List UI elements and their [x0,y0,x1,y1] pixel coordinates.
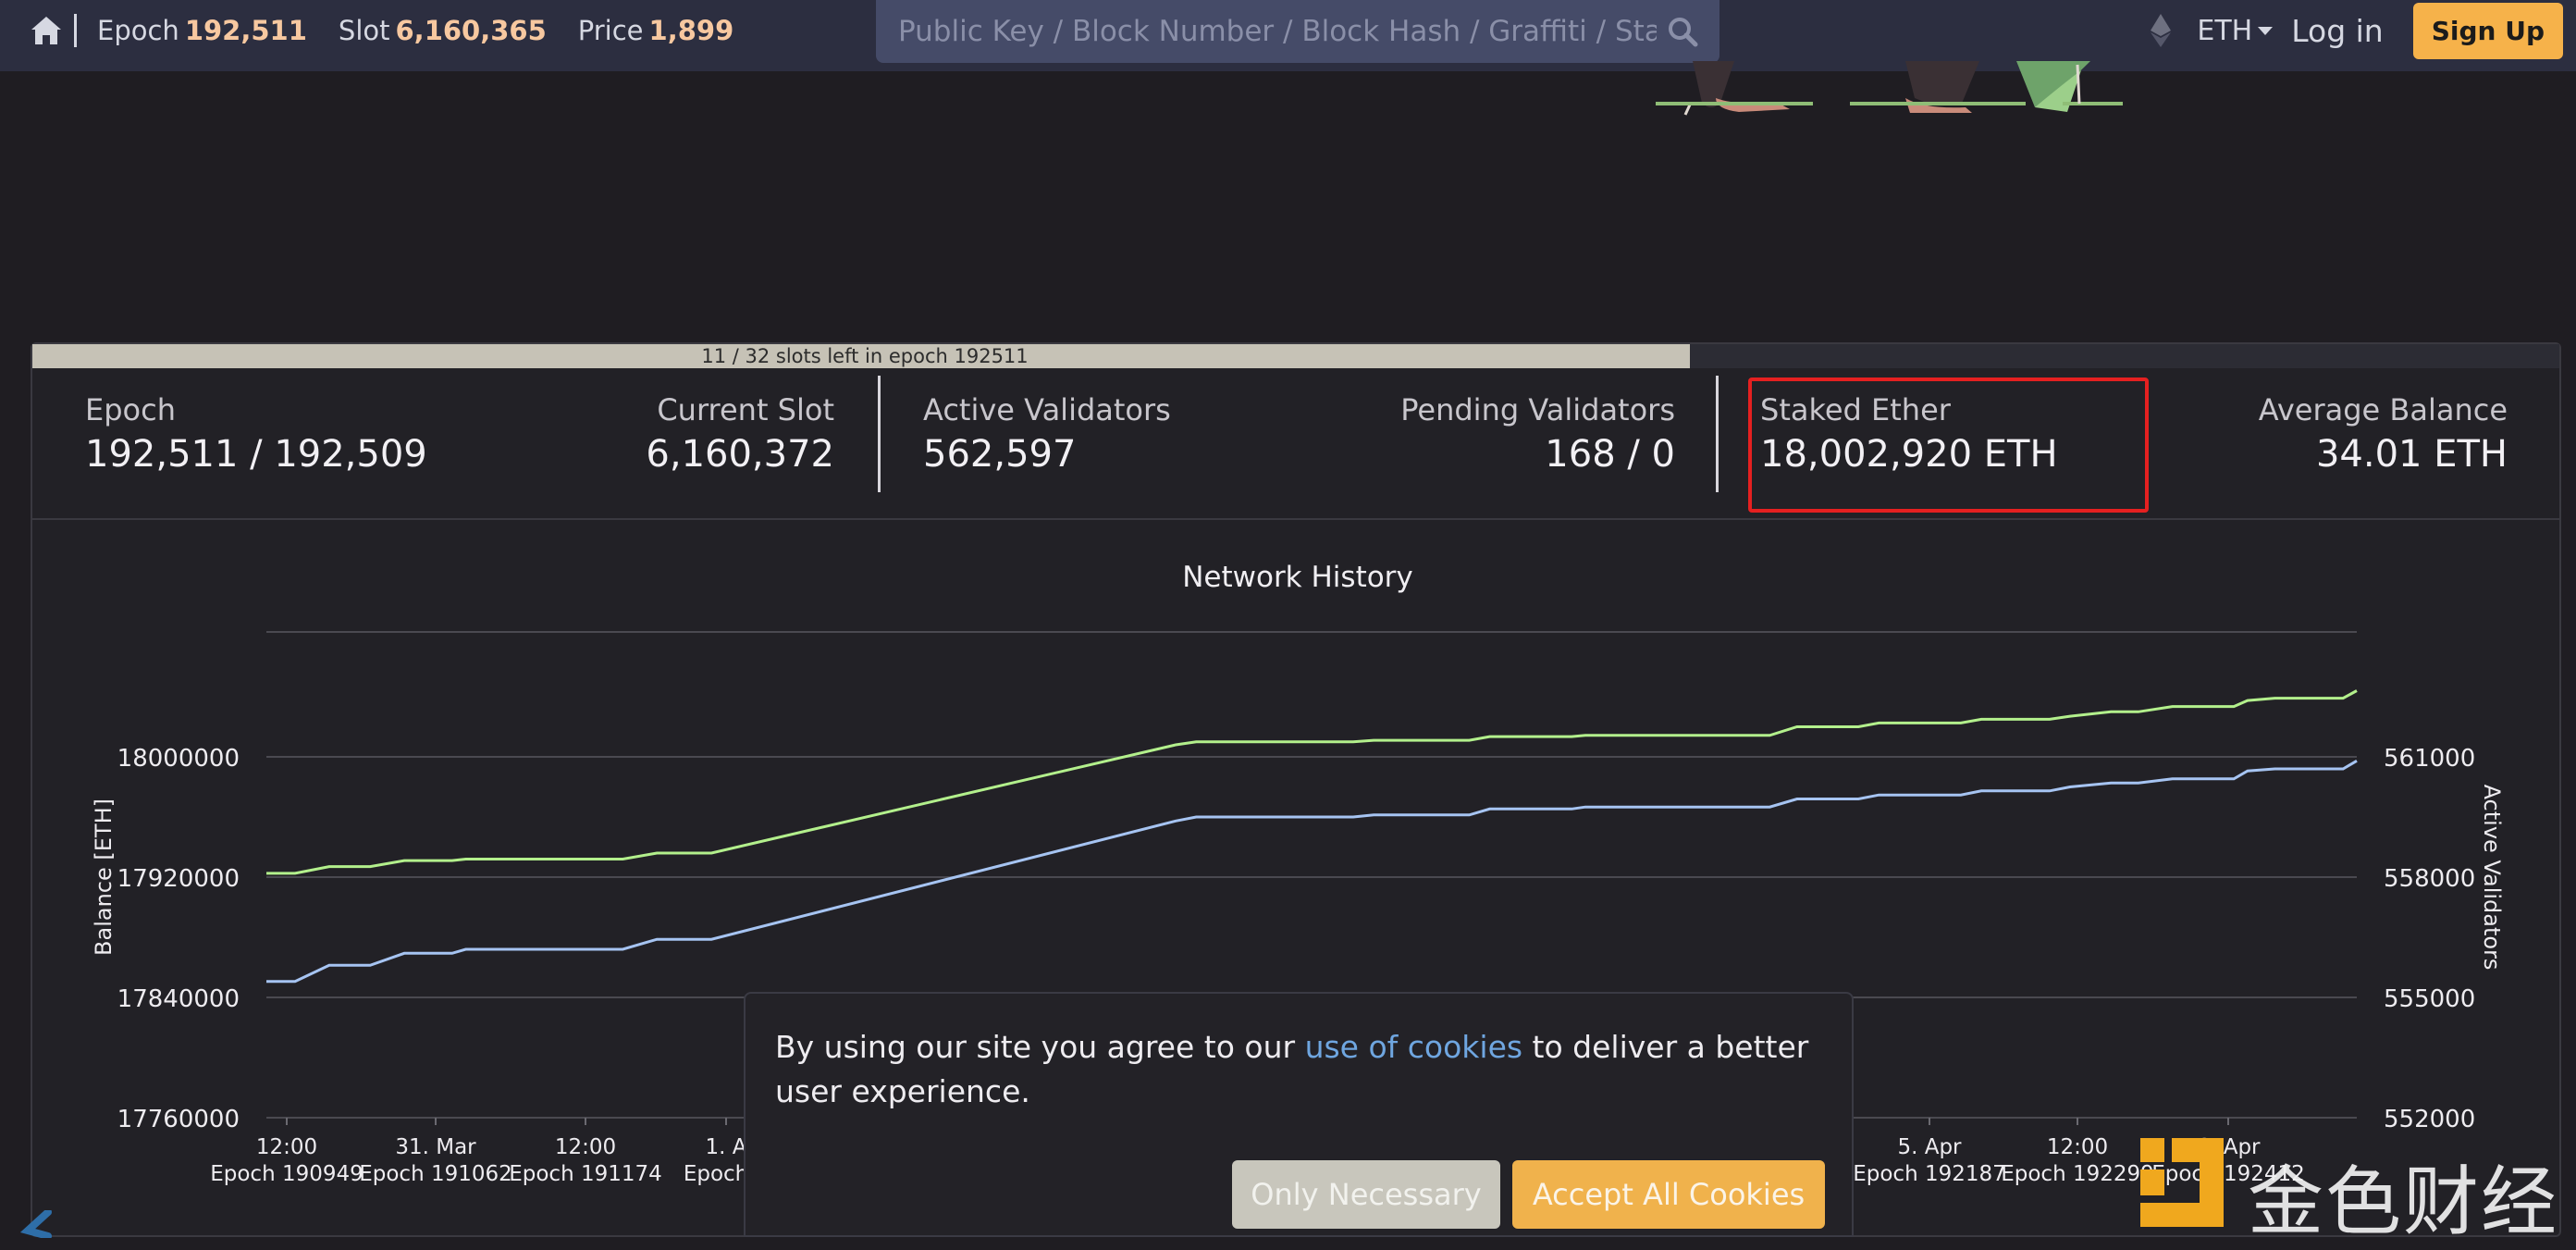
ethereum-icon [2151,14,2172,47]
currency-dropdown[interactable]: ETH [2197,14,2274,47]
stat-epoch-value: 192,511 / 192,509 [85,433,427,476]
login-link[interactable]: Log in [2291,12,2384,49]
search-icon[interactable] [1666,15,1699,48]
stat-average-balance-value: 34.01 ETH [2315,433,2508,476]
stat-epoch-label: Epoch [85,392,176,427]
nav-price-label: Price [577,15,644,46]
nav-price: Price 1,899 [578,15,733,46]
stat-active-validators[interactable]: Active Validators 562,597 [923,392,1171,476]
jinse-logo-icon [2140,1138,2224,1227]
nav-epoch-value: 192,511 [184,15,307,46]
stat-divider [878,376,881,492]
x-tick-date: 12:00 [2047,1135,2108,1159]
x-tick-epoch: Epoch 192187 [1853,1162,2006,1186]
stat-staked-ether-value: 18,002,920 ETH [1760,433,2058,476]
y2-tick-label: 561000 [2384,745,2475,773]
cookie-policy-link[interactable]: use of cookies [1304,1029,1523,1065]
stat-active-validators-label: Active Validators [923,392,1171,427]
epoch-progress-fill [32,344,1691,368]
stat-average-balance: Average Balance 34.01 ETH [2259,392,2508,476]
y-tick-label: 18000000 [117,745,240,773]
accept-all-cookies-button[interactable]: Accept All Cookies [1512,1160,1825,1229]
nav-slot-label: Slot [338,15,390,46]
stat-staked-ether: Staked Ether 18,002,920 ETH [1760,392,2058,476]
y-tick-label: 17760000 [117,1106,240,1133]
epoch-progress-label: 11 / 32 slots left in epoch 192511 [701,345,1029,367]
y-tick-label: 17840000 [117,985,240,1013]
stat-staked-ether-label: Staked Ether [1760,392,1951,427]
nav-price-value: 1,899 [648,15,734,46]
watermark-text: 金色财经 [2248,1158,2559,1246]
cookie-consent-banner: By using our site you agree to our use o… [744,992,1854,1237]
currency-label: ETH [2197,14,2253,47]
x-tick-date: 1. A [706,1135,747,1159]
stat-pending-validators-value: 168 / 0 [1545,433,1675,476]
card-divider [32,518,2559,520]
cookie-text-after: to deliver a better user experience. [775,1029,1809,1109]
y-axis-title: Balance [ETH] [91,798,117,956]
cookie-message: By using our site you agree to our use o… [775,1025,1820,1114]
x-tick-date: 12:00 [555,1135,616,1159]
x-tick-date: 31. Mar [395,1135,476,1159]
x-tick-epoch: Epoch 191174 [509,1162,662,1186]
x-tick-epoch: Epoch 190949 [210,1162,364,1186]
nav-slot[interactable]: Slot 6,160,365 [339,15,547,46]
network-stats-bar: Epoch 192,511 Slot 6,160,365 Price 1,899 [30,0,765,61]
signup-button[interactable]: Sign Up [2412,2,2563,59]
watermark-logo: 金色财经 [2137,1131,2571,1246]
stat-pending-validators[interactable]: Pending Validators 168 / 0 [1400,392,1675,476]
y-tick-label: 17920000 [117,865,240,893]
chart-title: Network History [1182,561,1413,594]
staked-ether-highlight-box [1748,377,2149,513]
nav-epoch-label: Epoch [97,15,179,46]
back-to-top-icon[interactable] [20,1210,57,1238]
stat-average-balance-label: Average Balance [2258,392,2508,427]
staked-balance-line [266,689,2358,875]
stat-current-slot-label: Current Slot [657,392,834,427]
only-necessary-button[interactable]: Only Necessary [1232,1160,1500,1229]
home-icon[interactable] [30,15,63,46]
stat-active-validators-value: 562,597 [923,433,1077,476]
cookie-text-before: By using our site you agree to our [775,1029,1305,1065]
epoch-progress-bar: 11 / 32 slots left in epoch 192511 [32,344,2559,368]
x-tick-epoch: Epoch 192299 [2001,1162,2154,1186]
stat-divider [1716,376,1719,492]
x-tick-epoch: Epoch 192412 [2151,1162,2305,1186]
chevron-down-icon [2258,26,2274,35]
stat-pending-validators-label: Pending Validators [1400,392,1675,427]
x-tick-date: 12:00 [256,1135,317,1159]
nav-epoch[interactable]: Epoch 192,511 [97,15,307,46]
hero-illustration [1656,61,2123,116]
stat-current-slot-value: 6,160,372 [646,433,834,476]
active-validators-line [266,760,2358,984]
nav-actions: ETH Log in Sign Up [2151,0,2576,61]
stat-epoch[interactable]: Epoch 192,511 / 192,509 [85,392,427,476]
search-bar [876,0,1719,63]
y2-axis-title: Active Validators [2479,785,2505,971]
x-tick-date: 5. Apr [1897,1135,1962,1159]
stat-current-slot[interactable]: Current Slot 6,160,372 [646,392,834,476]
y2-tick-label: 555000 [2384,985,2475,1013]
y2-tick-label: 558000 [2384,865,2475,893]
search-input[interactable] [896,14,1658,49]
nav-divider [74,14,77,47]
nav-slot-value: 6,160,365 [395,15,547,46]
x-tick-epoch: Epoch 191062 [359,1162,512,1186]
y2-tick-label: 552000 [2384,1106,2475,1133]
